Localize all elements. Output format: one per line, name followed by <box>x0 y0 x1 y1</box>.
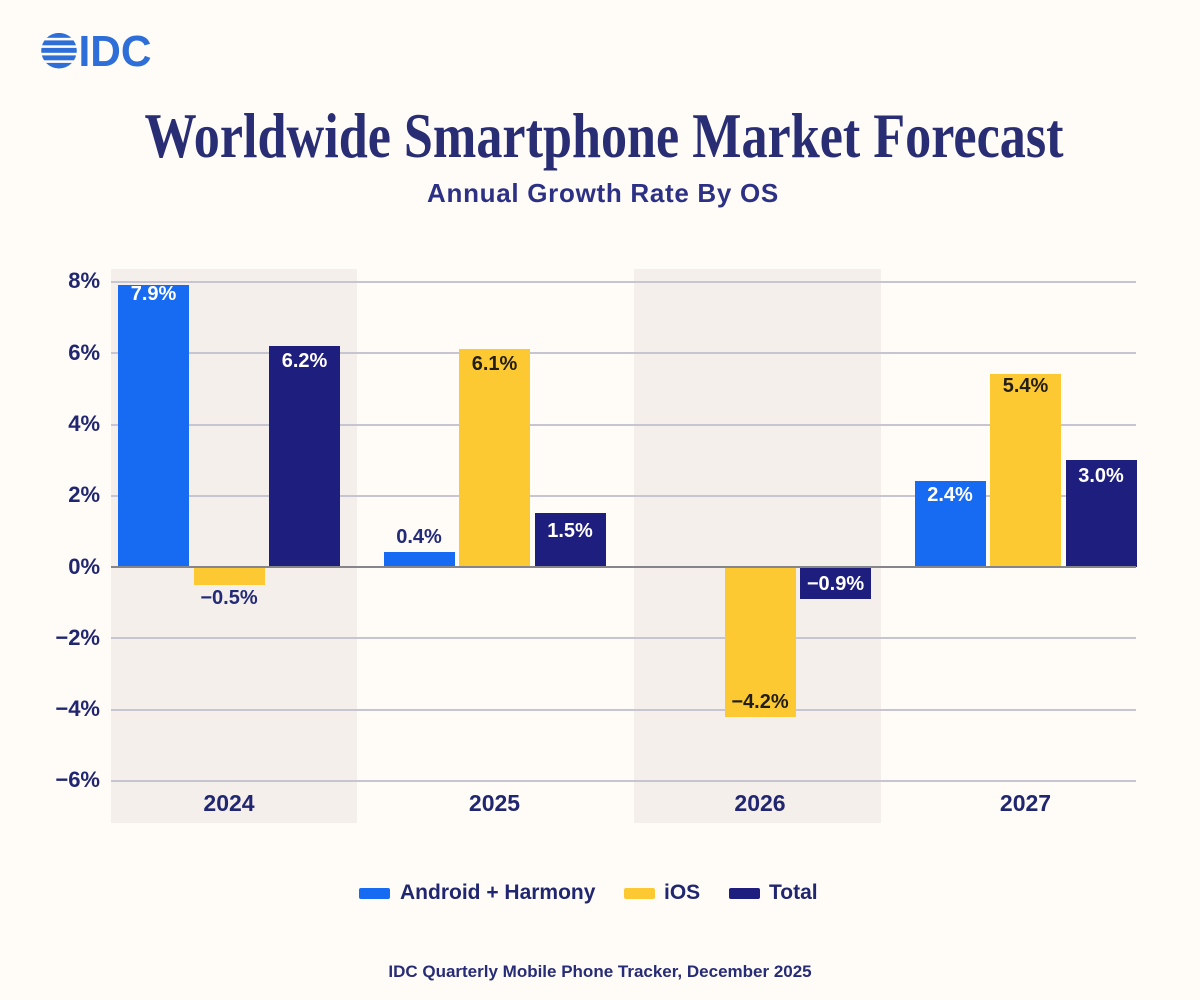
svg-text:IDC: IDC <box>79 32 152 74</box>
